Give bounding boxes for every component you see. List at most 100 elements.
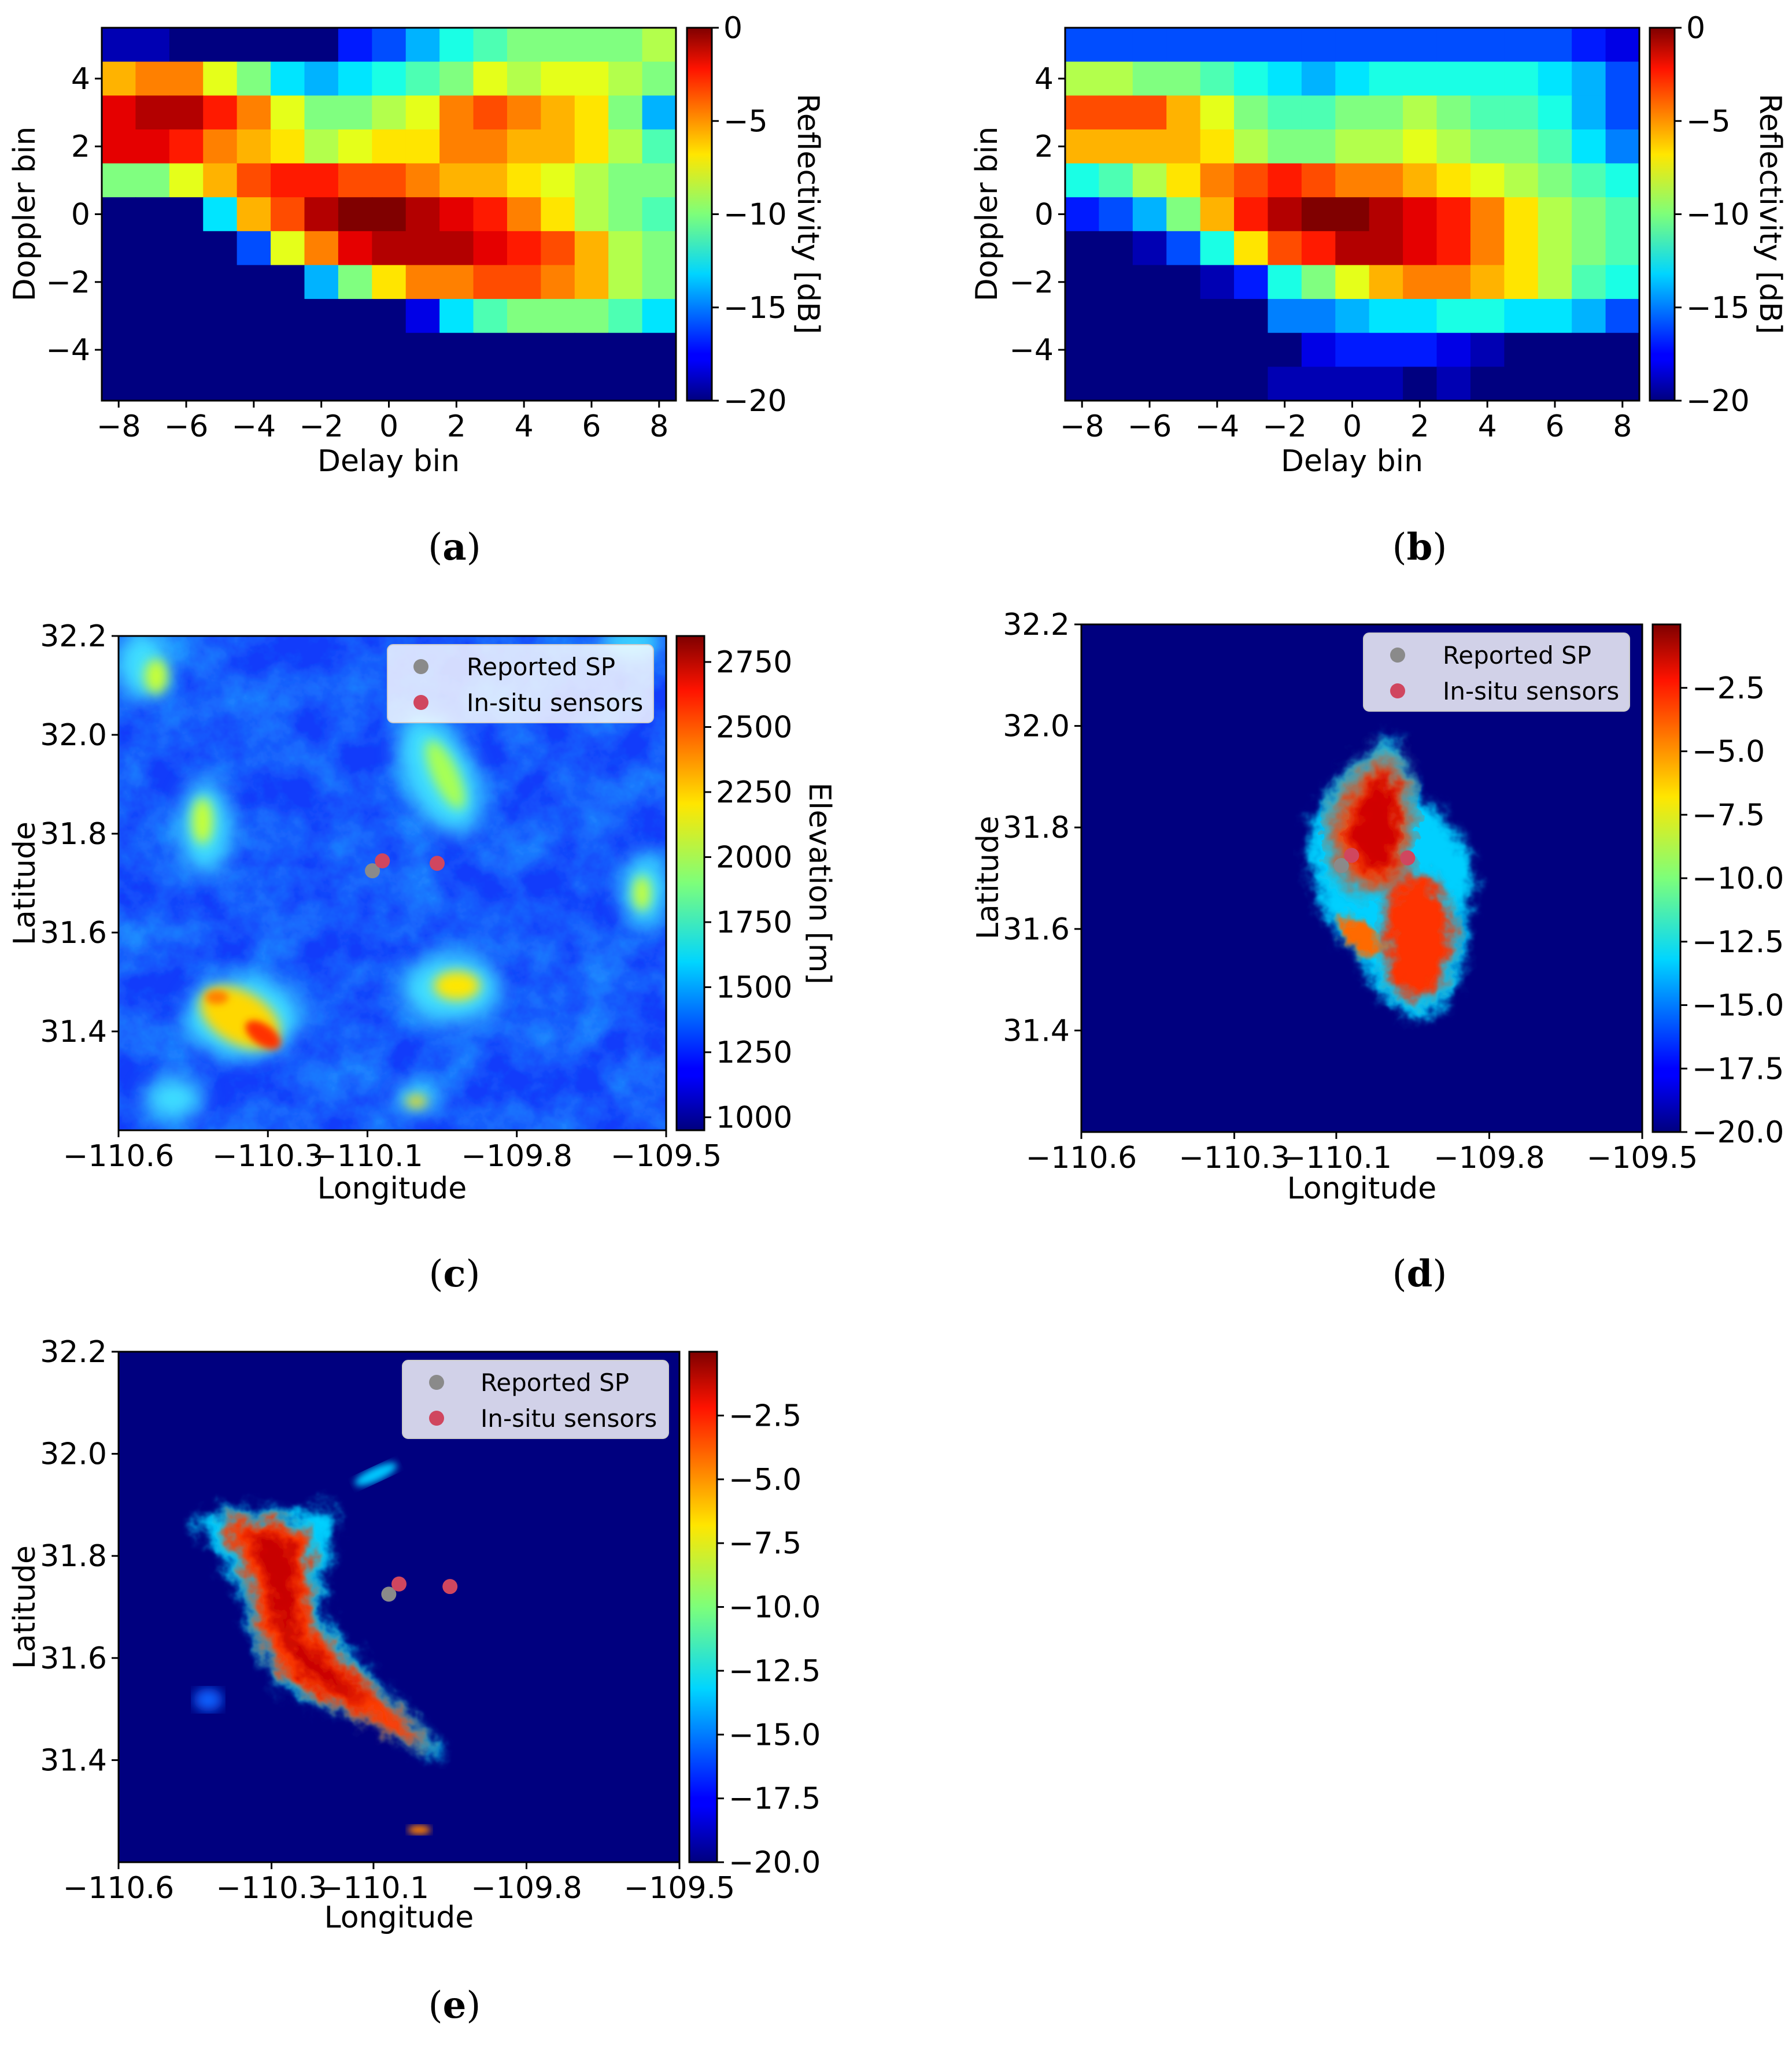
- panel-a-cell: [135, 367, 170, 401]
- panel-b-cell: [1436, 163, 1471, 198]
- panel-b-cell: [1268, 28, 1302, 62]
- panel-b-ytick-label: −4: [1009, 333, 1054, 368]
- panel-b-cell: [1234, 299, 1269, 334]
- panel-e-ytick-label: 32.2: [40, 1335, 107, 1370]
- panel-a-cell: [574, 332, 609, 368]
- panel-e-ctick-label: −12.5: [729, 1654, 821, 1689]
- panel-a-cell: [338, 95, 373, 130]
- panel-b-cell: [1234, 231, 1269, 266]
- panel-c-ctick-label: 2500: [716, 711, 792, 745]
- panel-b-cell: [1065, 265, 1100, 299]
- panel-a-cell: [372, 163, 407, 198]
- panel-a-cell: [541, 332, 575, 368]
- panel-d-legend-insitu-marker: [1390, 683, 1405, 698]
- panel-e-insitu-sensor-point: [391, 1576, 407, 1592]
- panel-a-cell: [507, 332, 542, 368]
- panel-b-cell: [1538, 231, 1572, 266]
- panel-b-cell: [1234, 197, 1269, 232]
- panel-b-xtick-label: −4: [1195, 409, 1240, 444]
- panel-a-cell: [304, 95, 339, 130]
- panel-a-cell: [372, 197, 407, 232]
- panel-a-cell: [574, 28, 609, 62]
- panel-b-cell: [1132, 231, 1167, 266]
- panel-b-cell: [1234, 129, 1269, 164]
- panel-b-cell: [1572, 129, 1606, 164]
- panel-b-cell: [1538, 28, 1572, 62]
- panel-e-xtick-label: −110.1: [318, 1871, 429, 1906]
- panel-a-cell: [372, 367, 407, 401]
- panel-e-insitu-sensor-point: [442, 1579, 458, 1595]
- panel-e-ytick-label: 31.6: [40, 1641, 107, 1676]
- panel-d-ytick-label: 31.8: [1003, 811, 1070, 845]
- panel-b-cell: [1132, 299, 1167, 334]
- panel-a-cell: [574, 231, 609, 266]
- panel-d-legend: [1363, 632, 1630, 712]
- panel-b-cell: [1470, 367, 1505, 401]
- panel-a-cell: [473, 28, 508, 62]
- panel-a-cell: [473, 265, 508, 299]
- panel-d-xtick-label: −110.3: [1178, 1141, 1289, 1175]
- panel-a-cell: [405, 231, 440, 266]
- panel-b-cell: [1200, 163, 1235, 198]
- panel-a-cell: [102, 265, 136, 299]
- panel-a-cell: [439, 163, 474, 198]
- panel-a-cell: [608, 265, 643, 299]
- panel-b-cell: [1234, 265, 1269, 299]
- panel-a-colorbar: [686, 27, 713, 402]
- panel-a-cell: [574, 61, 609, 97]
- panel-b-cell: [1470, 332, 1505, 368]
- panel-d-ytick-label: 32.2: [1003, 608, 1070, 642]
- panel-e-colorbar: [688, 1351, 718, 1863]
- panel-a-cell: [405, 163, 440, 198]
- panel-b-cell: [1572, 299, 1606, 334]
- panel-e-xtick-label: −109.5: [624, 1871, 735, 1906]
- panel-d-ctick-label: −5.0: [1692, 735, 1765, 770]
- panel-e-legend-insitu-marker: [429, 1411, 444, 1426]
- panel-b-cell: [1504, 299, 1539, 334]
- panel-d-xlabel: Longitude: [1287, 1171, 1437, 1206]
- panel-c-ytick-label: 32.0: [40, 718, 107, 753]
- panel-b-cell: [1538, 129, 1572, 164]
- panel-e-reported-sp-point: [381, 1586, 397, 1602]
- panel-a-cell: [271, 299, 305, 334]
- panel-a-cell: [338, 129, 373, 164]
- panel-b-xtick-label: 6: [1545, 409, 1564, 444]
- panel-c-xticks: −110.6 −110.3−110.1 −109.8 −109.5: [63, 1130, 722, 1174]
- panel-a-cell: [203, 299, 238, 334]
- panel-b-cell: [1369, 231, 1403, 266]
- panel-b-cell: [1166, 332, 1201, 368]
- panel-b-cell: [1301, 129, 1336, 164]
- panel-c-legend: [387, 644, 654, 723]
- panel-a-cell: [439, 299, 474, 334]
- panel-b-cell: [1234, 332, 1269, 368]
- panel-b-cell: [1301, 95, 1336, 130]
- panel-a-caption: (a): [428, 526, 481, 569]
- panel-b-cell: [1605, 95, 1640, 130]
- panel-b-cell: [1403, 231, 1438, 266]
- panel-c-xtick-label: −110.6: [63, 1139, 174, 1174]
- panel-a-cell: [574, 299, 609, 334]
- panel-a-cell: [507, 231, 542, 266]
- panel-a-ctick-label: −5: [723, 104, 768, 139]
- panel-d-yticks: 32.2 32.0 31.8 31.6 31.4: [1003, 608, 1081, 1048]
- panel-a-cell: [169, 332, 204, 368]
- panel-a-cell: [405, 299, 440, 334]
- panel-a-cell: [338, 28, 373, 62]
- panel-a-cell: [541, 95, 575, 130]
- panel-b-cell: [1132, 265, 1167, 299]
- panel-b-cell: [1065, 299, 1100, 334]
- panel-d-legend-insitu: In-situ sensors: [1443, 677, 1619, 705]
- panel-a-cell: [372, 61, 407, 97]
- panel-a-colorbar-ticks: 0 −5 −10 −15 −20: [712, 11, 787, 419]
- panel-b-cell: [1403, 265, 1438, 299]
- panel-d-colorbar: [1651, 623, 1682, 1133]
- panel-a-ytick-label: 4: [71, 62, 90, 97]
- panel-b-cell: [1234, 95, 1269, 130]
- panel-b-cell: [1403, 28, 1438, 62]
- panel-b-cell: [1335, 163, 1370, 198]
- panel-a-cell: [271, 129, 305, 164]
- panel-b-cell: [1436, 231, 1471, 266]
- panel-a-cell: [135, 265, 170, 299]
- panel-e-xtick-label: −110.3: [216, 1871, 327, 1906]
- panel-b-cell: [1335, 197, 1370, 232]
